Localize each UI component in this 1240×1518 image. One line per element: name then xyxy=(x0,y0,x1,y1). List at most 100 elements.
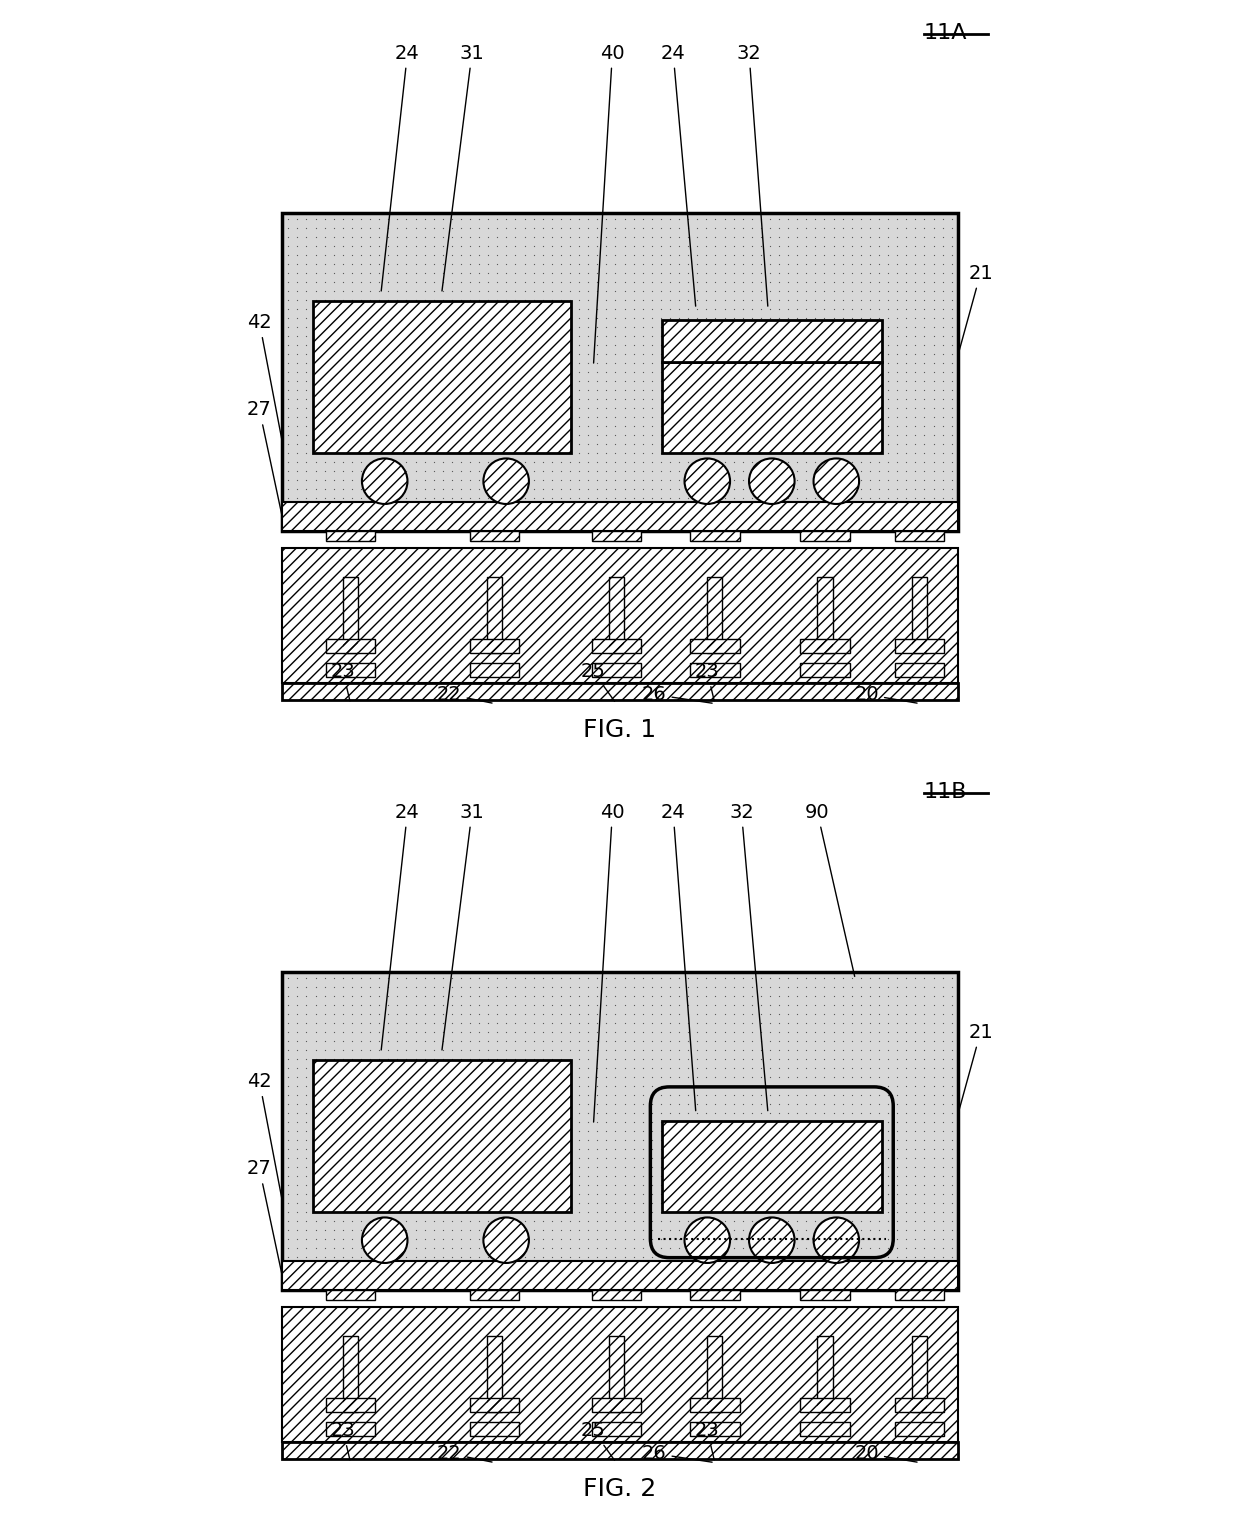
Point xyxy=(405,216,425,240)
Point xyxy=(351,378,371,402)
Point xyxy=(315,332,335,357)
Point xyxy=(888,1199,908,1224)
Point xyxy=(588,1263,608,1287)
Point xyxy=(596,1020,616,1044)
Point xyxy=(578,1011,598,1035)
Point xyxy=(941,1272,961,1296)
Point xyxy=(360,1183,379,1207)
Point xyxy=(342,993,362,1017)
Point xyxy=(670,1217,689,1242)
Point xyxy=(678,984,698,1008)
Point xyxy=(941,332,961,357)
Point xyxy=(706,1227,725,1251)
Point xyxy=(460,396,480,420)
Point xyxy=(760,1101,780,1125)
Point xyxy=(678,1254,698,1278)
Point xyxy=(424,1020,444,1044)
Point xyxy=(515,225,534,249)
Point xyxy=(642,414,662,439)
Point xyxy=(588,369,608,393)
Point xyxy=(588,243,608,267)
Point xyxy=(288,1155,308,1179)
Point xyxy=(733,504,753,528)
Point xyxy=(360,1119,379,1143)
Point xyxy=(588,486,608,510)
Point xyxy=(932,261,952,285)
Point xyxy=(288,1064,308,1088)
Point xyxy=(632,216,652,240)
Point xyxy=(615,433,635,457)
Point xyxy=(897,1164,916,1189)
Point xyxy=(751,433,771,457)
Point xyxy=(779,342,799,366)
Point xyxy=(397,513,417,537)
Point xyxy=(596,234,616,258)
Point xyxy=(642,378,662,402)
Point xyxy=(851,216,870,240)
Point xyxy=(779,279,799,304)
Point xyxy=(441,504,461,528)
Point xyxy=(370,1199,389,1224)
Point xyxy=(851,504,870,528)
Point xyxy=(815,360,835,384)
Point xyxy=(697,225,717,249)
Point xyxy=(370,1173,389,1198)
Point xyxy=(433,1002,453,1026)
Point xyxy=(615,468,635,492)
Point xyxy=(796,1263,816,1287)
Point xyxy=(888,360,908,384)
Point xyxy=(869,1011,889,1035)
Point xyxy=(433,332,453,357)
Point xyxy=(578,261,598,285)
Point xyxy=(551,477,570,501)
Point xyxy=(842,1038,862,1063)
Point xyxy=(651,1173,671,1198)
Point xyxy=(724,468,744,492)
Point xyxy=(305,449,325,474)
Point xyxy=(724,360,744,384)
Point xyxy=(733,1128,753,1152)
Point xyxy=(714,1137,734,1161)
Point xyxy=(378,1038,398,1063)
Point xyxy=(542,1011,562,1035)
Point xyxy=(878,993,898,1017)
Point xyxy=(342,1236,362,1260)
Point xyxy=(678,1046,698,1070)
Point xyxy=(487,1029,507,1053)
Point xyxy=(288,351,308,375)
Point xyxy=(924,1208,944,1233)
Point xyxy=(542,1038,562,1063)
Point xyxy=(469,1192,489,1216)
Point xyxy=(651,332,671,357)
Point xyxy=(796,1029,816,1053)
Point xyxy=(460,1272,480,1296)
Point xyxy=(714,513,734,537)
Point xyxy=(451,387,471,411)
Point xyxy=(932,1272,952,1296)
Point xyxy=(324,1137,343,1161)
Point xyxy=(560,1011,580,1035)
Point xyxy=(523,414,543,439)
Point xyxy=(851,477,870,501)
Point xyxy=(851,1217,870,1242)
Point xyxy=(487,1263,507,1287)
Bar xyxy=(591,1398,641,1412)
Point xyxy=(387,433,407,457)
Point xyxy=(861,332,880,357)
Point xyxy=(642,424,662,448)
Bar xyxy=(895,663,945,677)
Point xyxy=(742,424,761,448)
Point xyxy=(869,225,889,249)
Point xyxy=(378,424,398,448)
Point xyxy=(360,1073,379,1098)
Point xyxy=(878,1119,898,1143)
Point xyxy=(796,396,816,420)
Point xyxy=(796,323,816,348)
Point xyxy=(806,424,826,448)
Point xyxy=(779,351,799,375)
Point xyxy=(697,1272,717,1296)
Point xyxy=(733,993,753,1017)
Point xyxy=(869,486,889,510)
Point xyxy=(779,378,799,402)
Point xyxy=(370,323,389,348)
